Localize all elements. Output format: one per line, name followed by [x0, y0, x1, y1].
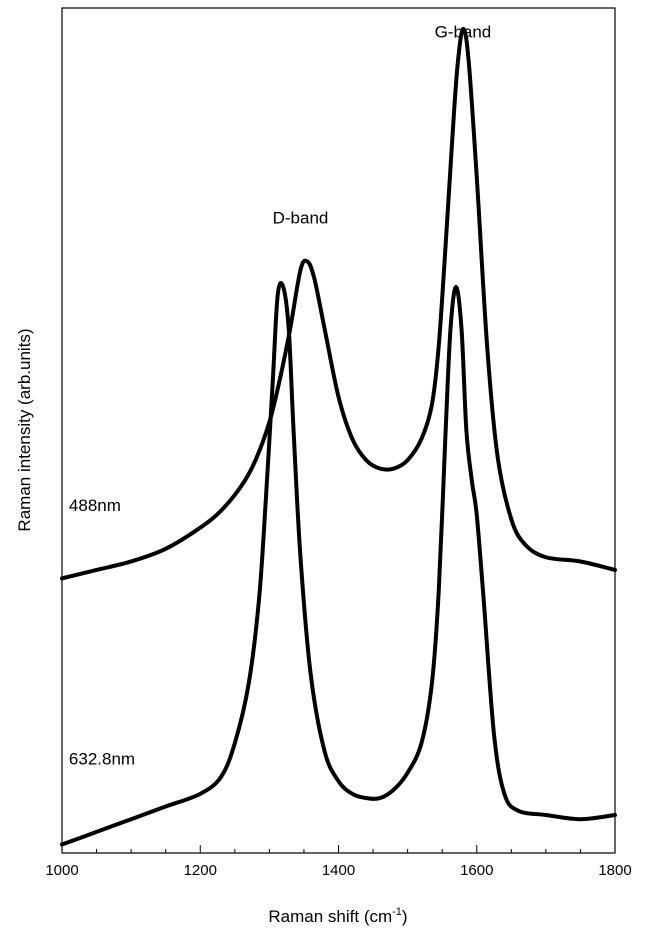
x-tick-label: 1000: [45, 862, 78, 879]
annotation-label: D-band: [273, 208, 329, 227]
series-line-632-8nm: [60, 280, 617, 847]
series-line-488nm: [60, 26, 617, 581]
annotations: G-band D-band 488nm 632.8nm: [69, 23, 491, 769]
x-tick-label: 1400: [322, 862, 355, 879]
annotation-label: G-band: [435, 23, 492, 42]
plot-frame: [61, 7, 616, 854]
x-axis-ticks: 1000 1200 1400 1600 1800: [45, 845, 632, 879]
annotation-label: 632.8nm: [69, 749, 135, 768]
x-tick-label: 1800: [598, 862, 631, 879]
x-axis-label-superscript: -1: [392, 906, 402, 918]
annotation-label: 488nm: [69, 496, 121, 515]
spectrum-curves: [60, 26, 617, 847]
x-axis-label: Raman shift (cm-1): [268, 906, 407, 926]
x-tick-label: 1200: [184, 862, 217, 879]
y-axis-label: Raman intensity (arb.units): [15, 328, 34, 531]
x-tick-label: 1600: [460, 862, 493, 879]
